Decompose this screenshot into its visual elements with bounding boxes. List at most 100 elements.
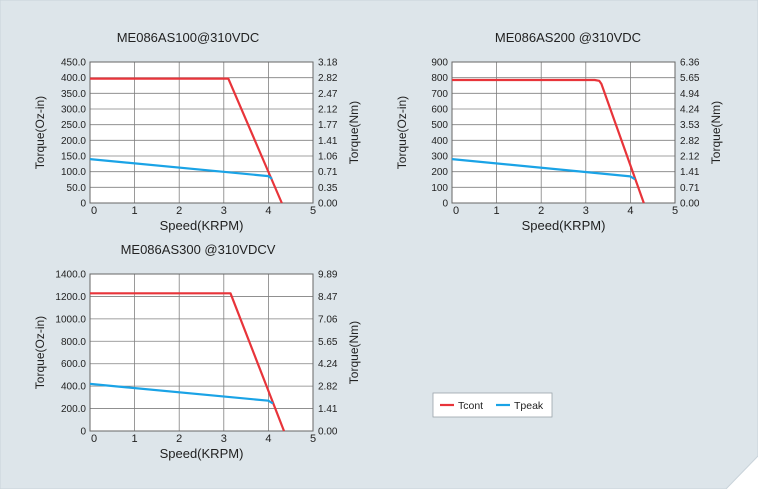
chart-title: ME086AS200 @310VDC bbox=[495, 30, 641, 45]
y-tick-label: 700 bbox=[431, 89, 448, 100]
charts-layer: ME086AS100@310VDC 0 0.00 50.0 0.35 100.0 0.71 1… bbox=[33, 30, 723, 461]
plot-area bbox=[90, 62, 313, 203]
y-tick-label: 0 bbox=[442, 199, 448, 210]
y2-axis-label: Torque(Nm) bbox=[347, 101, 361, 164]
x-tick-label: 0 bbox=[91, 205, 97, 217]
y-tick-label: 0 bbox=[80, 427, 86, 438]
plot-area bbox=[90, 274, 313, 431]
y2-tick-label: 1.77 bbox=[318, 120, 338, 131]
y2-axis-label: Torque(Nm) bbox=[709, 101, 723, 164]
y-tick-label: 600 bbox=[431, 105, 448, 116]
y2-tick-label: 2.47 bbox=[318, 89, 338, 100]
x-tick-label: 4 bbox=[265, 205, 271, 217]
plot-frame bbox=[89, 61, 314, 204]
y2-tick-label: 0.35 bbox=[318, 183, 338, 194]
x-tick-label: 3 bbox=[221, 205, 227, 217]
y-tick-label: 400.0 bbox=[61, 73, 86, 84]
y2-tick-label: 2.12 bbox=[318, 105, 338, 116]
y-axis-label: Torque(Oz-in) bbox=[395, 96, 409, 169]
y-axis-label: Torque(Oz-in) bbox=[33, 316, 47, 389]
x-tick-label: 2 bbox=[176, 205, 182, 217]
y2-tick-label: 0.71 bbox=[680, 183, 700, 194]
y-tick-label: 200 bbox=[431, 167, 448, 178]
y-tick-label: 500 bbox=[431, 120, 448, 131]
x-tick-label: 5 bbox=[310, 205, 316, 217]
legend: Tcont Tpeak bbox=[432, 392, 553, 418]
y2-tick-label: 0.71 bbox=[318, 167, 338, 178]
y2-tick-label: 1.41 bbox=[680, 167, 700, 178]
y2-tick-label: 4.24 bbox=[680, 105, 700, 116]
legend-label-tcont: Tcont bbox=[458, 400, 483, 412]
y2-tick-label: 3.18 bbox=[318, 58, 338, 69]
series-line-tpeak bbox=[89, 158, 273, 180]
legend-label-tpeak: Tpeak bbox=[514, 400, 544, 412]
y-tick-label: 100.0 bbox=[61, 167, 86, 178]
x-axis-label: Speed(KRPM) bbox=[160, 446, 244, 461]
y2-tick-label: 9.89 bbox=[318, 270, 338, 281]
chart-2: ME086AS200 @310VDC 0 0.00 100 0.71 200 1.41 300… bbox=[395, 30, 723, 233]
y-tick-label: 0 bbox=[80, 199, 86, 210]
x-tick-label: 2 bbox=[538, 205, 544, 217]
y-tick-label: 900 bbox=[431, 58, 448, 69]
y2-tick-label: 5.65 bbox=[680, 73, 700, 84]
x-tick-label: 2 bbox=[176, 433, 182, 445]
y2-tick-label: 2.82 bbox=[318, 73, 338, 84]
series-line-tpeak bbox=[451, 158, 636, 181]
x-tick-label: 5 bbox=[672, 205, 678, 217]
chart-1: ME086AS100@310VDC 0 0.00 50.0 0.35 100.0 0.71 1… bbox=[33, 30, 361, 233]
y2-tick-label: 2.82 bbox=[318, 382, 338, 393]
y-axis-label: Torque(Oz-in) bbox=[33, 96, 47, 169]
y2-tick-label: 2.82 bbox=[680, 136, 700, 147]
y-tick-label: 1400.0 bbox=[55, 270, 86, 281]
y-tick-label: 200.0 bbox=[61, 136, 86, 147]
plot-area bbox=[452, 62, 675, 203]
y-tick-label: 100 bbox=[431, 183, 448, 194]
y2-tick-label: 1.41 bbox=[318, 136, 338, 147]
x-tick-label: 0 bbox=[453, 205, 459, 217]
y2-tick-label: 0.00 bbox=[318, 199, 338, 210]
y2-tick-label: 1.06 bbox=[318, 152, 338, 163]
x-tick-label: 1 bbox=[494, 205, 500, 217]
y-tick-label: 300 bbox=[431, 152, 448, 163]
x-tick-label: 3 bbox=[221, 433, 227, 445]
chart-3: ME086AS300 @310VDCV 0 0.00 200.0 1.41 400.0 2.… bbox=[33, 242, 361, 461]
x-axis-label: Speed(KRPM) bbox=[522, 218, 606, 233]
series-line-tcont bbox=[452, 78, 645, 204]
y2-tick-label: 7.06 bbox=[318, 314, 338, 325]
series-line-tcont bbox=[90, 292, 286, 432]
x-tick-label: 4 bbox=[627, 205, 633, 217]
x-tick-label: 4 bbox=[265, 433, 271, 445]
y2-tick-label: 1.41 bbox=[318, 404, 338, 415]
x-tick-label: 5 bbox=[310, 433, 316, 445]
y2-tick-label: 5.65 bbox=[318, 337, 338, 348]
chart-title: ME086AS100@310VDC bbox=[117, 30, 260, 45]
y-tick-label: 400 bbox=[431, 136, 448, 147]
series-line-tpeak bbox=[89, 382, 274, 405]
y-tick-label: 800 bbox=[431, 73, 448, 84]
y2-tick-label: 2.12 bbox=[680, 152, 700, 163]
y-tick-label: 300.0 bbox=[61, 105, 86, 116]
x-tick-label: 3 bbox=[583, 205, 589, 217]
y2-tick-label: 3.53 bbox=[680, 120, 700, 131]
x-tick-label: 1 bbox=[132, 205, 138, 217]
chart-title: ME086AS300 @310VDCV bbox=[121, 242, 276, 257]
y2-tick-label: 8.47 bbox=[318, 292, 338, 303]
y-tick-label: 1000.0 bbox=[55, 314, 86, 325]
y-tick-label: 150.0 bbox=[61, 152, 86, 163]
y-tick-label: 400.0 bbox=[61, 382, 86, 393]
y-tick-label: 600.0 bbox=[61, 359, 86, 370]
x-axis-label: Speed(KRPM) bbox=[160, 218, 244, 233]
y2-axis-label: Torque(Nm) bbox=[347, 321, 361, 384]
series-line-tcont bbox=[90, 77, 283, 204]
y-tick-label: 800.0 bbox=[61, 337, 86, 348]
x-tick-label: 0 bbox=[91, 433, 97, 445]
plot-frame bbox=[451, 61, 676, 204]
y2-tick-label: 4.24 bbox=[318, 359, 338, 370]
y-tick-label: 50.0 bbox=[67, 183, 87, 194]
x-tick-label: 1 bbox=[132, 433, 138, 445]
y-tick-label: 350.0 bbox=[61, 89, 86, 100]
y2-tick-label: 0.00 bbox=[318, 427, 338, 438]
y2-tick-label: 6.36 bbox=[680, 58, 700, 69]
y2-tick-label: 0.00 bbox=[680, 199, 700, 210]
